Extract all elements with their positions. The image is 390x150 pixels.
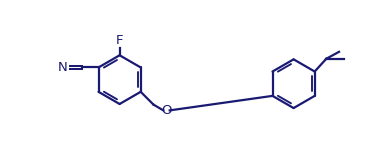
- Text: F: F: [116, 34, 123, 47]
- Text: O: O: [161, 104, 172, 117]
- Text: N: N: [58, 61, 68, 74]
